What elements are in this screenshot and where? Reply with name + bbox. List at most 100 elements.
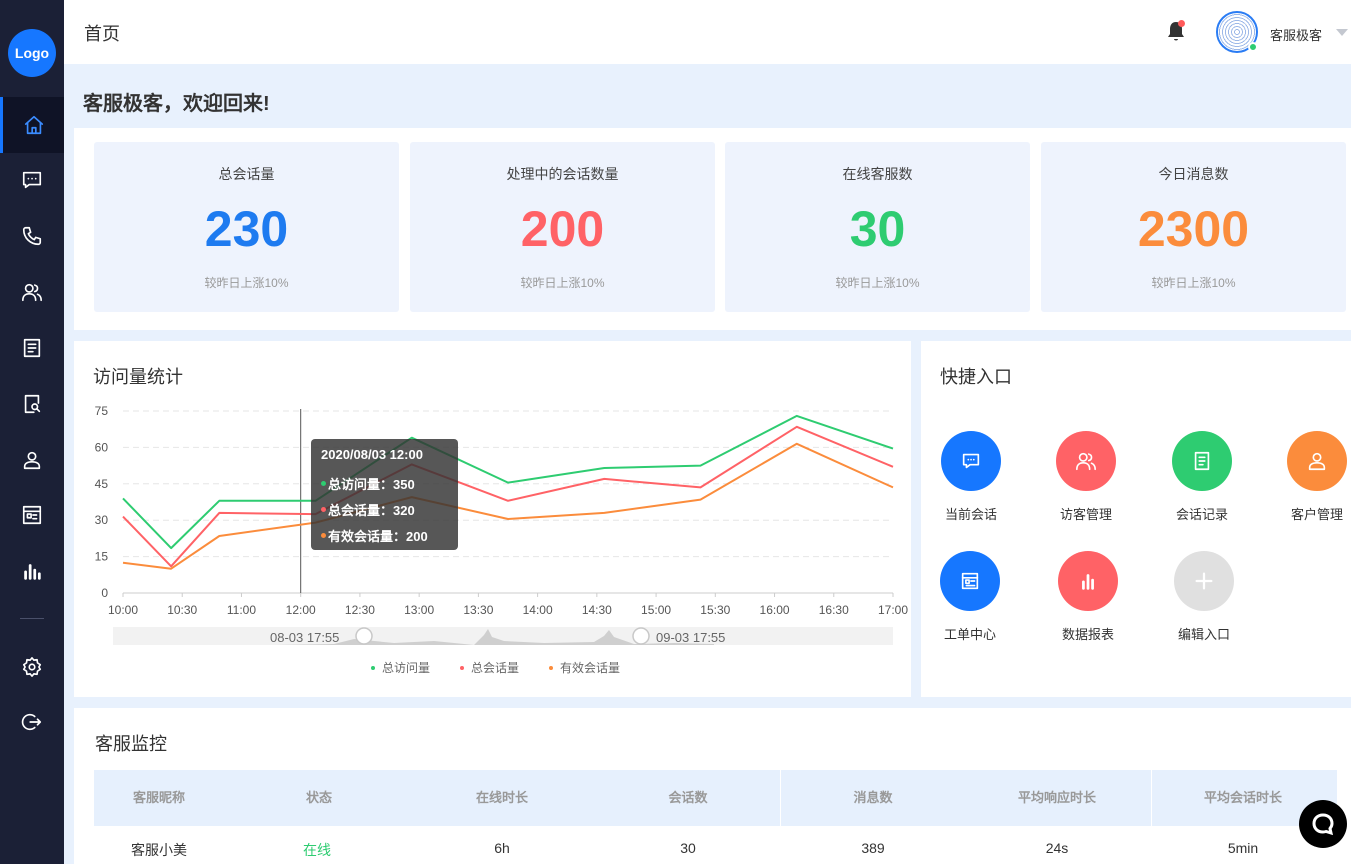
phone-icon (22, 226, 42, 246)
stat-label: 今日消息数 (1158, 166, 1229, 182)
stat-value: 2300 (1137, 201, 1250, 257)
x-tick-label: 10:00 (108, 603, 138, 617)
nav-reports[interactable] (0, 543, 64, 599)
legend-item[interactable]: 总会话量 (460, 659, 519, 676)
legend-label: 总会话量 (471, 661, 520, 675)
y-tick-label: 45 (95, 477, 109, 491)
table-header: 客服昵称 状态 在线时长 会话数 消息数 平均响应时长 平均会话时长 (94, 770, 1337, 826)
x-tick-label: 16:00 (760, 603, 790, 617)
x-tick-label: 17:00 (878, 603, 908, 617)
quick-icon-circle (940, 551, 1000, 611)
agent-name: 客服小美 (131, 842, 187, 858)
line-chart[interactable]: 0 15 30 45 60 75 10:00 10:30 11:00 12:00 12:30 13:0… (74, 341, 911, 697)
quick-session-records[interactable]: 会话记录 (1162, 431, 1242, 523)
stat-label: 在线客服数 (842, 166, 913, 182)
monitor-title: 客服监控 (95, 734, 167, 754)
table-row[interactable]: 客服小美 在线 6h 30 389 24s 5min (94, 826, 1337, 864)
legend-dot (549, 665, 553, 670)
x-tick-label: 12:30 (345, 603, 375, 617)
quick-label: 编辑入口 (1177, 627, 1230, 642)
tooltip-row: 有效会话量：200 (321, 522, 448, 548)
nav-tickets[interactable] (0, 487, 64, 543)
x-tick-label: 13:30 (463, 603, 493, 617)
chevron-down-icon[interactable] (1336, 29, 1348, 36)
x-tick-label: 12:00 (286, 603, 316, 617)
page-title: 首页 (84, 24, 120, 44)
quick-icon-circle (1058, 551, 1118, 611)
nav-home[interactable] (0, 97, 64, 153)
nav-customer[interactable] (0, 432, 64, 488)
slider-end-label: 09-03 17:55 (656, 630, 726, 645)
tooltip-row-text: 总访问量：350 (328, 476, 415, 492)
sidebar: Logo (0, 0, 64, 864)
zoom-slider-start-handle[interactable] (355, 627, 373, 645)
nav-records[interactable] (0, 320, 64, 376)
notification-badge (1178, 20, 1185, 27)
logo[interactable]: Logo (8, 29, 56, 77)
status-badge: 在线 (303, 842, 331, 858)
tooltip-row: 总会话量：320 (321, 496, 448, 522)
column-header[interactable]: 状态 (305, 790, 332, 805)
ticket-icon (22, 505, 42, 525)
legend-item[interactable]: 总访问量 (371, 659, 430, 676)
stat-card-messages-today: 今日消息数 2300 较昨日上涨10% (1041, 142, 1346, 312)
bar-chart-icon (24, 564, 41, 580)
nav-messages[interactable] (0, 152, 64, 208)
tooltip-time: 2020/08/03 12:00 (321, 447, 423, 462)
quick-label: 数据报表 (1061, 627, 1114, 642)
quick-label: 当前会话 (944, 507, 997, 522)
quick-visitor-management[interactable]: 访客管理 (1046, 431, 1126, 523)
home-icon (24, 115, 43, 135)
zoom-slider-end-handle[interactable] (632, 627, 650, 645)
online-duration: 6h (494, 840, 510, 856)
nav-search-doc[interactable] (0, 376, 64, 432)
legend-dot (321, 532, 326, 538)
column-header[interactable]: 会话数 (668, 790, 708, 805)
message-count: 389 (861, 840, 885, 856)
chat-fab-button[interactable] (1299, 800, 1347, 848)
zoom-slider-track (113, 627, 893, 645)
series-line (122, 414, 894, 550)
document-icon (23, 338, 41, 358)
quick-edit-entry[interactable]: 编辑入口 (1164, 551, 1244, 643)
column-divider (1151, 770, 1152, 826)
x-tick-label: 16:30 (819, 603, 849, 617)
agent-table: 客服昵称 状态 在线时长 会话数 消息数 平均响应时长 平均会话时长 客服小美 … (94, 770, 1337, 864)
user-name[interactable]: 客服极客 (1270, 28, 1323, 43)
slider-start-label: 08-03 17:55 (270, 630, 340, 645)
doc-search-icon (24, 394, 41, 414)
quick-data-reports[interactable]: 数据报表 (1048, 551, 1128, 643)
avg-response-time: 24s (1045, 840, 1069, 856)
quick-customer-management[interactable]: 客户管理 (1277, 431, 1351, 523)
legend-item[interactable]: 有效会话量 (549, 659, 620, 676)
column-divider (780, 770, 781, 826)
x-tick-label: 14:30 (582, 603, 612, 617)
stat-change: 较昨日上涨10% (204, 276, 289, 290)
x-tick-label: 14:00 (523, 603, 553, 617)
gear-icon (22, 657, 42, 677)
quick-ticket-center[interactable]: 工单中心 (930, 551, 1010, 643)
stat-card-online-agents: 在线客服数 30 较昨日上涨10% (725, 142, 1030, 312)
column-header[interactable]: 平均响应时长 (1017, 790, 1096, 805)
column-header[interactable]: 在线时长 (475, 790, 528, 805)
message-icon (22, 171, 42, 189)
quick-current-chat[interactable]: 当前会话 (931, 431, 1011, 523)
nav-settings[interactable] (0, 639, 64, 695)
quick-icon-circle (941, 431, 1001, 491)
nav-phone[interactable] (0, 208, 64, 264)
tooltip-row: 总访问量：350 (321, 470, 448, 496)
online-status-dot (1248, 42, 1258, 52)
ticket-icon (961, 572, 979, 590)
nav-visitors[interactable] (0, 264, 64, 320)
legend-dot (371, 665, 375, 670)
bar-chart-icon (1082, 574, 1094, 590)
column-header[interactable]: 客服昵称 (132, 790, 185, 805)
legend-label: 总访问量 (382, 661, 431, 675)
nav-logout[interactable] (0, 694, 64, 750)
y-tick-label: 0 (101, 586, 108, 600)
quick-label: 客户管理 (1290, 507, 1343, 522)
nav-divider (20, 618, 44, 619)
column-header[interactable]: 消息数 (853, 790, 893, 805)
stat-label: 总会话量 (218, 166, 275, 182)
column-header[interactable]: 平均会话时长 (1203, 790, 1282, 805)
